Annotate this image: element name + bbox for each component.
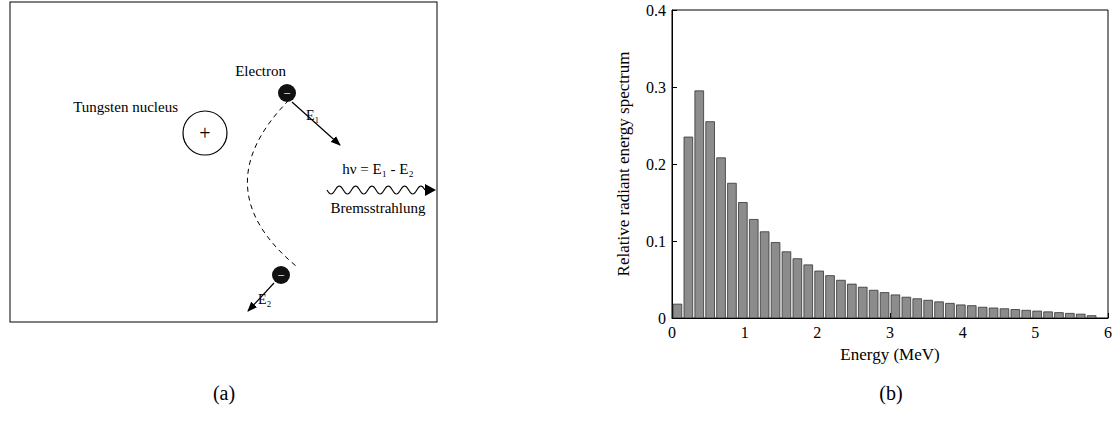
svg-text:−: − [283, 86, 290, 101]
svg-text:Energy (MeV): Energy (MeV) [840, 345, 939, 364]
svg-text:0.4: 0.4 [646, 2, 666, 19]
svg-text:3: 3 [886, 324, 894, 341]
svg-text:5: 5 [1031, 324, 1039, 341]
svg-text:4: 4 [959, 324, 967, 341]
svg-text:2: 2 [813, 324, 821, 341]
html-text:(a): (a) [212, 382, 236, 404]
svg-text:hν = E₁ - E₂: hν = E₁ - E₂ [342, 161, 414, 177]
svg-text:6: 6 [1104, 324, 1112, 341]
svg-text:0.2: 0.2 [646, 156, 666, 173]
svg-text:+: + [199, 122, 210, 144]
svg-text:0: 0 [658, 310, 666, 327]
svg-text:Electron: Electron [235, 63, 286, 79]
svg-text:E₂: E₂ [258, 292, 272, 307]
svg-text:E₁: E₁ [306, 108, 319, 123]
svg-text:0: 0 [668, 324, 676, 341]
svg-text:0.3: 0.3 [646, 79, 666, 96]
html-text:(b): (b) [879, 382, 903, 404]
svg-text:Bremsstrahlung: Bremsstrahlung [331, 200, 426, 216]
svg-text:0.1: 0.1 [646, 233, 666, 250]
svg-text:Relative radiant energy spectr: Relative radiant energy spectrum [614, 52, 633, 277]
svg-text:−: − [277, 268, 284, 283]
svg-text:1: 1 [741, 324, 749, 341]
svg-text:Tungsten nucleus: Tungsten nucleus [73, 99, 178, 115]
